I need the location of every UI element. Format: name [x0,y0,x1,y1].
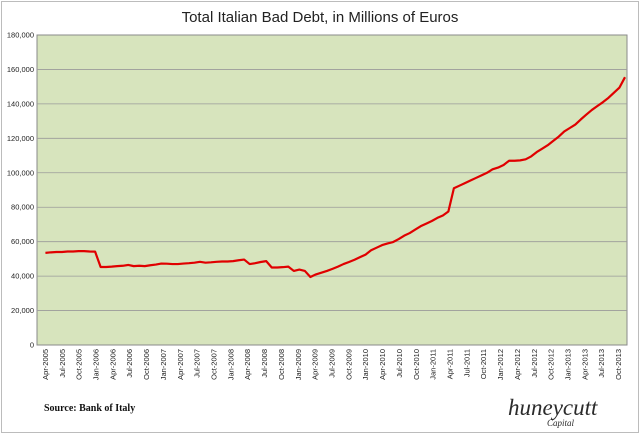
x-tick-label: Apr-2008 [243,349,252,380]
y-tick-label: 80,000 [11,203,34,212]
chart-title: Total Italian Bad Debt, in Millions of E… [182,9,459,26]
x-tick-label: Apr-2013 [580,349,589,380]
x-tick-label: Jan-2008 [226,349,235,380]
y-tick-label: 0 [30,341,34,350]
x-tick-label: Oct-2011 [479,349,488,379]
y-tick-label: 120,000 [7,134,34,143]
x-tick-label: Oct-2007 [210,349,219,380]
x-tick-label: Jul-2008 [260,349,269,378]
company-logo: huneycutt [508,395,598,420]
x-tick-label: Apr-2010 [378,349,387,380]
x-tick-label: Oct-2008 [277,349,286,380]
x-tick-label: Jan-2012 [496,349,505,380]
x-tick-label: Apr-2006 [108,349,117,380]
y-tick-label: 160,000 [7,65,34,74]
company-logo-subtitle: Capital [547,418,575,428]
x-tick-label: Jul-2013 [597,349,606,378]
x-tick-label: Oct-2013 [614,349,623,380]
x-tick-label: Oct-2005 [75,349,84,380]
x-tick-label: Apr-2007 [176,349,185,380]
y-tick-label: 140,000 [7,99,34,108]
plot-area [36,34,628,346]
x-tick-label: Jul-2007 [193,349,202,378]
y-tick-label: 20,000 [11,306,34,315]
x-tick-label: Jan-2009 [294,349,303,380]
x-tick-label: Jul-2006 [125,349,134,378]
gridlines [37,69,627,311]
x-tick-label: Apr-2005 [41,349,50,380]
x-tick-label: Jan-2011 [429,349,438,380]
series-line-bad-debt [45,76,626,279]
source-note: Source: Bank of Italy [44,403,135,414]
x-tick-label: Jan-2010 [361,349,370,380]
x-tick-label: Oct-2006 [142,349,151,380]
y-axis: 0 20,000 40,000 60,000 80,000 100,000 120,000 1… [7,31,34,350]
y-tick-label: 100,000 [7,168,34,177]
x-tick-label: Apr-2011 [446,349,455,379]
x-tick-label: Jul-2005 [58,349,67,378]
x-tick-label: Jul-2011 [462,349,471,377]
x-tick-label: Jul-2009 [328,349,337,378]
x-tick-label: Oct-2010 [412,349,421,380]
x-tick-label: Jul-2012 [530,349,539,378]
x-tick-label: Apr-2012 [513,349,522,380]
y-tick-label: 60,000 [11,237,34,246]
x-tick-label: Oct-2012 [547,349,556,380]
x-tick-label: Oct-2009 [344,349,353,380]
y-tick-label: 180,000 [7,31,34,40]
x-tick-label: Jan-2006 [92,349,101,380]
x-tick-label: Jan-2007 [159,349,168,380]
x-tick-label: Jul-2010 [395,349,404,378]
x-tick-label: Jan-2013 [564,349,573,380]
x-axis: Apr-2005 Jul-2005 Oct-2005 Jan-2006 Apr-2006… [41,349,623,380]
y-tick-label: 40,000 [11,272,34,281]
x-tick-label: Apr-2009 [311,349,320,380]
